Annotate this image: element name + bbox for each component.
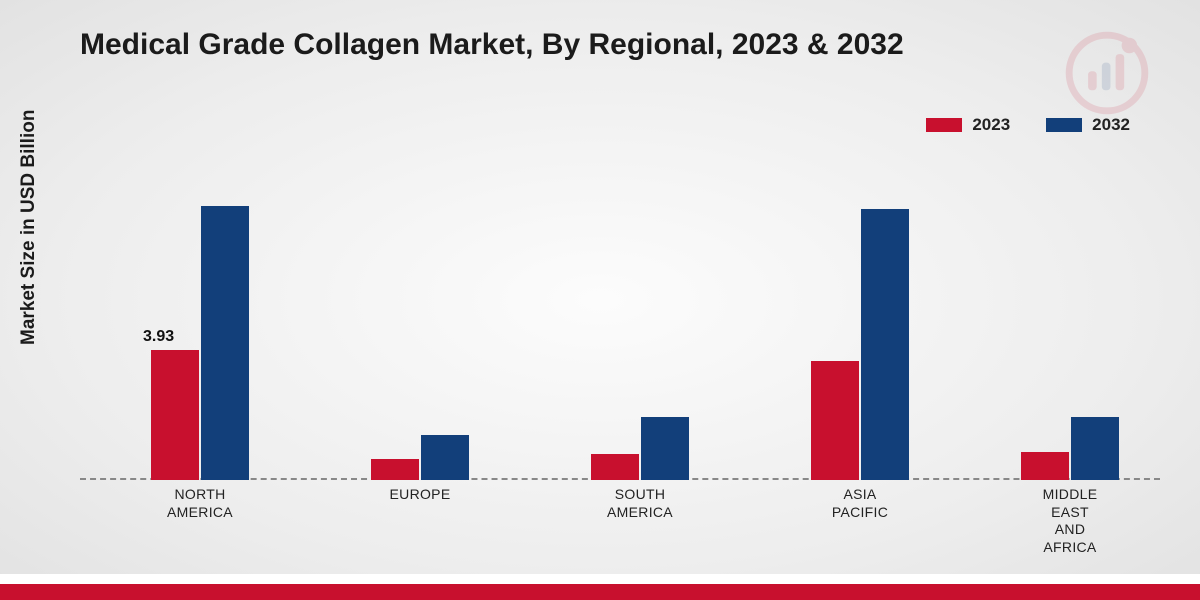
bar-2032 (421, 435, 469, 480)
x-axis-category-label: NORTHAMERICA (110, 486, 290, 521)
bar-2023 (371, 459, 419, 480)
bar-group (770, 209, 950, 480)
chart-title: Medical Grade Collagen Market, By Region… (80, 28, 904, 62)
legend-swatch-2023 (926, 118, 962, 132)
bar-group (330, 435, 510, 480)
bar-2023 (1021, 452, 1069, 480)
bar-2032 (641, 417, 689, 480)
footer-accent-bar (0, 584, 1200, 600)
legend-item-2032: 2032 (1046, 115, 1130, 135)
legend-label: 2023 (972, 115, 1010, 135)
footer-divider (0, 574, 1200, 584)
bar-group (550, 417, 730, 480)
x-axis-category-label: SOUTHAMERICA (550, 486, 730, 521)
bar-group: 3.93 (110, 206, 290, 480)
bar-2023 (811, 361, 859, 480)
bar-2023: 3.93 (151, 350, 199, 480)
bar-2032 (201, 206, 249, 480)
brand-logo-watermark (1064, 30, 1150, 116)
x-axis-category-label: EUROPE (330, 486, 510, 504)
plot-area: 3.93 (80, 150, 1160, 480)
bar-2032 (861, 209, 909, 480)
legend-label: 2032 (1092, 115, 1130, 135)
bar-2023 (591, 454, 639, 480)
x-axis-category-label: ASIAPACIFIC (770, 486, 950, 521)
x-axis-category-label: MIDDLEEASTANDAFRICA (980, 486, 1160, 556)
bar-2032 (1071, 417, 1119, 480)
legend-swatch-2032 (1046, 118, 1082, 132)
legend: 2023 2032 (926, 115, 1130, 135)
bar-value-label: 3.93 (143, 328, 174, 346)
legend-item-2023: 2023 (926, 115, 1010, 135)
y-axis-label: Market Size in USD Billion (18, 110, 40, 345)
bar-group (980, 417, 1160, 480)
